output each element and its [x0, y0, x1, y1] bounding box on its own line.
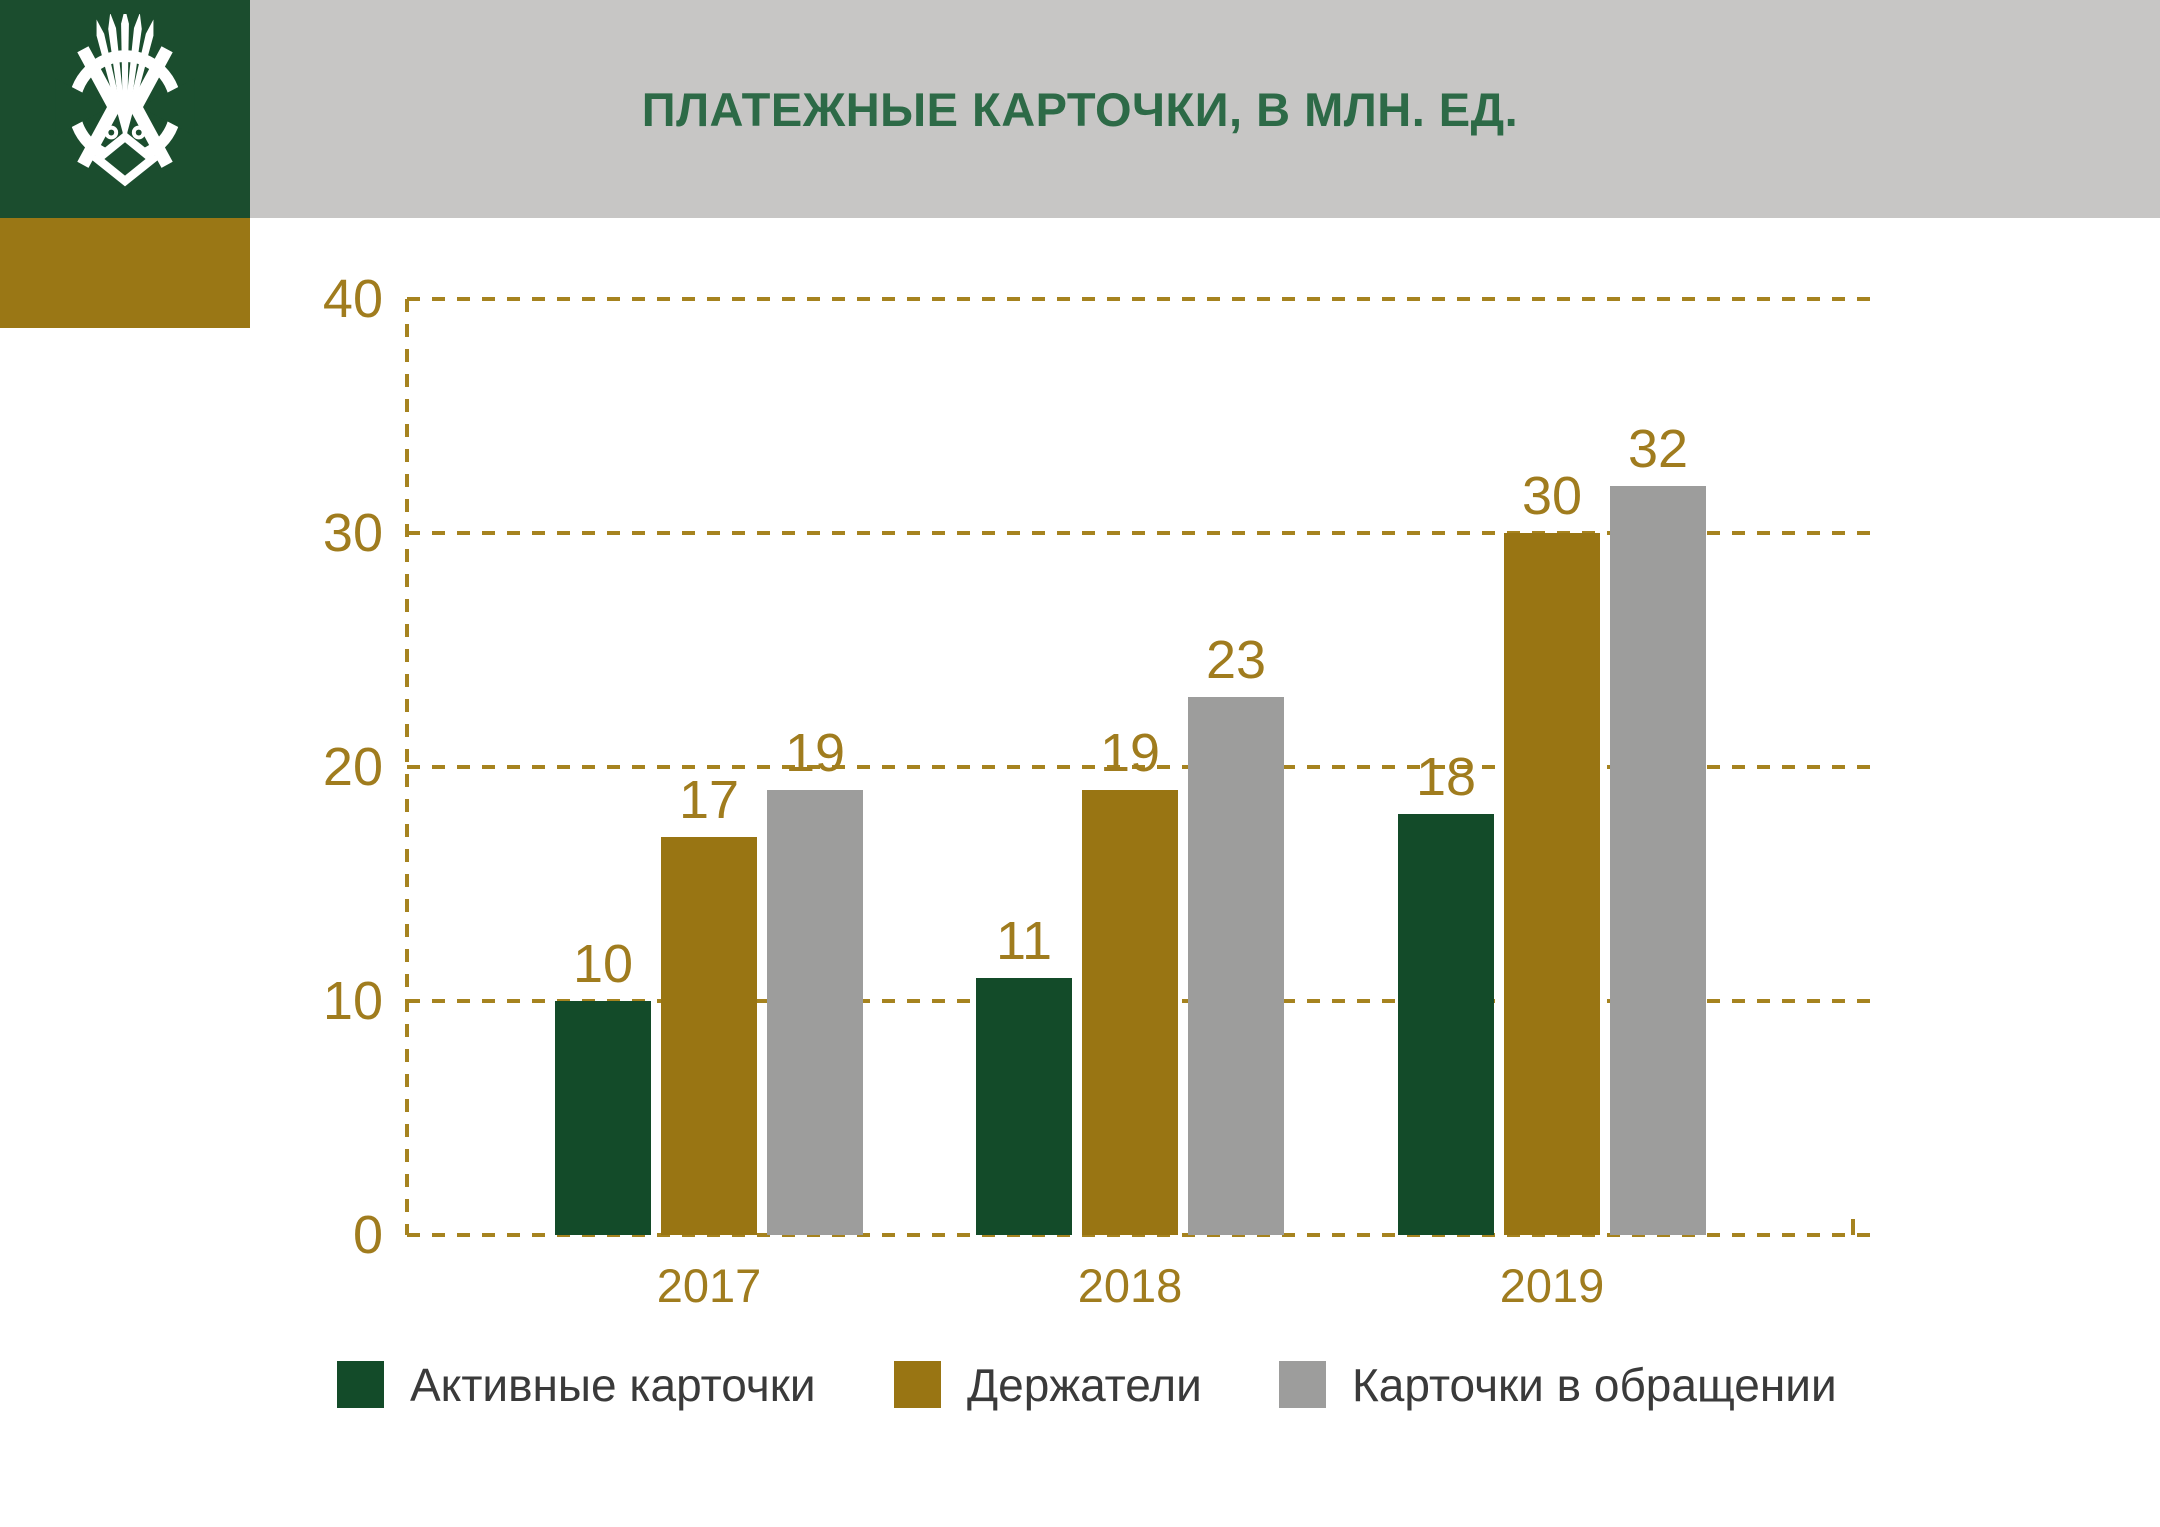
bar-rect: [1188, 697, 1284, 1235]
plot-area: 0 10 20 30 40 10 17 19 2017 11 19 23 2018 18 30 32 2019: [323, 272, 1878, 1309]
bar-group-2017: 10 17 19: [555, 726, 863, 1235]
legend-item: Активные карточки: [337, 1361, 816, 1408]
bar-rect: [661, 837, 757, 1235]
legend-label: Карточки в обращении: [1352, 1358, 1837, 1411]
legend-swatch: [1279, 1361, 1326, 1408]
bar-2019: 18: [1398, 750, 1494, 1235]
bar-rect: [1610, 486, 1706, 1235]
y-axis-line: [405, 299, 409, 1235]
bar-value-label: 11: [995, 911, 1053, 971]
y-axis-tick-label: 20: [322, 737, 383, 797]
bar-2017: 10: [555, 937, 651, 1235]
bar-rect: [767, 790, 863, 1235]
bar-2018: 11: [976, 914, 1072, 1235]
bar-2017: 19: [767, 726, 863, 1235]
x-axis-label-2019: 2019: [1499, 1259, 1605, 1312]
x-axis-label-2018: 2018: [1077, 1259, 1183, 1312]
bar-value-label: 10: [572, 934, 634, 994]
x-axis-label-2017: 2017: [656, 1259, 762, 1312]
legend-swatch: [894, 1361, 941, 1408]
bar-value-label: 17: [678, 770, 740, 830]
bar-rect: [1398, 814, 1494, 1235]
gridline-30: [407, 531, 1878, 535]
bank-logo: [0, 0, 250, 218]
gridline-40: [407, 297, 1878, 301]
bar-2017: 17: [661, 773, 757, 1235]
legend-item: Карточки в обращении: [1279, 1361, 1837, 1408]
y-axis-tick-label: 30: [322, 503, 383, 563]
gridline-20: [407, 765, 1878, 769]
y-axis-tick-label: 0: [352, 1205, 383, 1265]
gridline-0: [407, 1233, 1878, 1237]
bar-2018: 19: [1082, 726, 1178, 1235]
legend-label: Активные карточки: [410, 1358, 816, 1411]
bar-rect: [555, 1001, 651, 1235]
bar-rect: [1504, 533, 1600, 1235]
legend-item: Держатели: [894, 1361, 1202, 1408]
baseline-corner-tick: [1851, 1219, 1855, 1235]
y-axis-tick-label: 40: [322, 269, 383, 329]
bar-rect: [1082, 790, 1178, 1235]
legend-swatch: [337, 1361, 384, 1408]
gold-accent-square: [0, 218, 250, 328]
bar-2019: 30: [1504, 469, 1600, 1235]
bar-value-label: 23: [1205, 630, 1267, 690]
bar-2018: 23: [1188, 633, 1284, 1235]
y-axis-tick-label: 10: [322, 971, 383, 1031]
national-bank-emblem-icon: [55, 14, 195, 187]
legend-label: Держатели: [967, 1358, 1202, 1411]
bar-2019: 32: [1610, 422, 1706, 1235]
bar-group-2019: 18 30 32: [1398, 422, 1706, 1235]
bar-value-label: 32: [1627, 419, 1689, 479]
bar-rect: [976, 978, 1072, 1235]
bar-value-label: 30: [1521, 466, 1583, 526]
bar-value-label: 18: [1415, 747, 1477, 807]
bar-group-2018: 11 19 23: [976, 633, 1284, 1235]
header-band: [250, 0, 2160, 218]
bar-value-label: 19: [1099, 723, 1161, 783]
bar-value-label: 19: [784, 723, 846, 783]
